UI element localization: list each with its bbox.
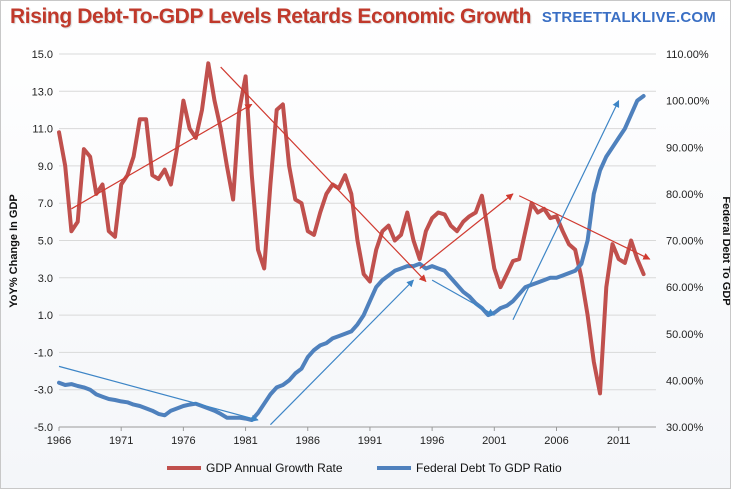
y-right-tick-label: 100.00% (666, 96, 710, 108)
y-right-tick-label: 90.00% (666, 142, 704, 154)
y-left-tick-label: -1.0 (34, 347, 53, 359)
debt-trend-arrow (270, 279, 414, 426)
legend: GDP Annual Growth Rate Federal Debt To G… (167, 461, 562, 475)
y-left-tick-label: 3.0 (38, 273, 53, 285)
y-left-tick-label: 7.0 (38, 198, 53, 210)
y-left-tick-label: -5.0 (34, 422, 53, 434)
trend-arrows (58, 66, 651, 426)
x-tick-label: 2011 (607, 435, 631, 447)
x-tick-label: 1966 (47, 435, 71, 447)
y-left-tick-label: 1.0 (38, 310, 53, 322)
y-right-tick-label: 40.00% (666, 375, 704, 387)
x-tick-label: 1976 (171, 435, 195, 447)
x-tick-label: 2006 (544, 435, 568, 447)
y-left-tick-label: -3.0 (34, 385, 53, 397)
y-left-axis-title: YoY% Change In GDP (8, 194, 20, 307)
x-tick-label: 1981 (233, 435, 257, 447)
x-tick-label: 1991 (358, 435, 382, 447)
y-right-tick-label: 60.00% (666, 282, 704, 294)
series-lines (57, 61, 646, 422)
y-right-axis-ticks: 30.00% 40.00% 50.00% 60.00% 70.00% 80.00% 90.0… (666, 49, 710, 434)
legend-debt-label: Federal Debt To GDP Ratio (416, 461, 562, 475)
gridlines (59, 53, 656, 428)
y-left-tick-label: 13.0 (32, 86, 53, 98)
x-tick-label: 2001 (482, 435, 506, 447)
gdp-trend-arrow (518, 195, 651, 260)
y-right-tick-label: 110.00% (666, 49, 709, 61)
y-right-tick-label: 50.00% (666, 329, 704, 341)
brand-watermark: STREETTALKLIVE.COM (541, 9, 716, 26)
chart-title: Rising Debt-To-GDP Levels Retards Econom… (10, 5, 532, 28)
x-tick-label: 1971 (109, 435, 133, 447)
gdp-trend-arrow (71, 103, 253, 210)
y-right-tick-label: 80.00% (666, 189, 704, 201)
x-tick-label: 1986 (296, 435, 320, 447)
debt-trend-arrow (58, 365, 259, 422)
gdp-growth-line (57, 61, 646, 396)
y-left-tick-label: 15.0 (32, 49, 53, 61)
y-left-tick-label: 5.0 (38, 236, 53, 248)
y-left-tick-label: 9.0 (38, 161, 53, 173)
y-left-tick-label: 11.0 (32, 124, 53, 136)
y-right-tick-label: 70.00% (666, 236, 704, 248)
x-tick-label: 1996 (420, 435, 444, 447)
debt-trend-arrow (431, 279, 495, 316)
debt-trend-arrow (512, 99, 620, 321)
gdp-trend-arrow (419, 193, 514, 269)
gdp-trend-arrow (220, 66, 427, 283)
y-right-tick-label: 30.00% (666, 422, 704, 434)
legend-gdp-label: GDP Annual Growth Rate (206, 461, 343, 475)
debt-to-gdp-line (57, 94, 646, 422)
y-right-axis-title: Federal Debt To GDP (720, 196, 730, 305)
y-left-axis-ticks: -5.0 -3.0 -1.0 1.0 3.0 5.0 7.0 9.0 11.0 13.0 15.0 (32, 49, 53, 434)
x-axis-ticks: 1966 1971 1976 1981 1986 1991 1996 2001 2006 2011 (47, 426, 656, 447)
